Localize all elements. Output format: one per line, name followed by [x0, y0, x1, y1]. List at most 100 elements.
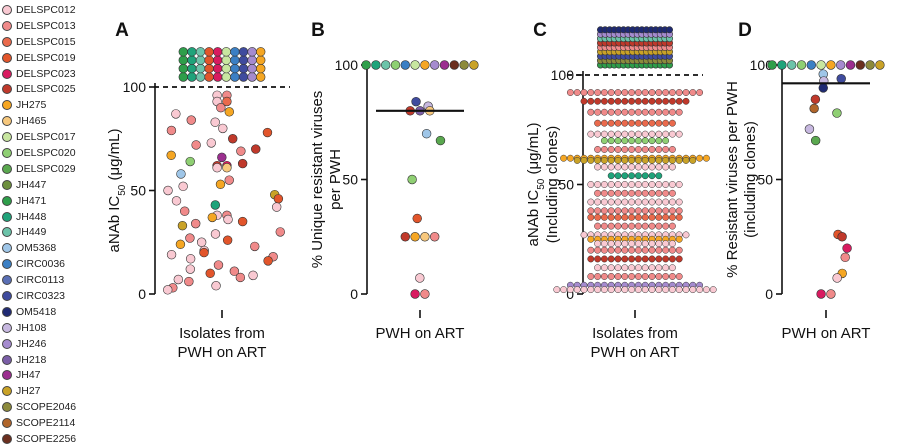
legend-item: JH218: [2, 352, 110, 368]
data-point: [238, 63, 249, 74]
legend-item: CIRC0036: [2, 256, 110, 272]
panel-letter: D: [738, 20, 752, 41]
data-point: [648, 213, 656, 221]
data-point: [594, 189, 602, 197]
legend-swatch: [2, 259, 12, 270]
data-point: [594, 207, 602, 215]
data-point: [634, 286, 642, 294]
data-point: [217, 152, 227, 163]
data-point: [621, 213, 629, 221]
legend-label: JH448: [16, 210, 47, 223]
data-point: [648, 273, 656, 280]
data-point: [634, 207, 642, 215]
data-point: [178, 47, 189, 57]
data-point: [187, 55, 197, 65]
data-point: [177, 220, 188, 231]
data-point: [648, 163, 656, 171]
data-point: [594, 89, 602, 96]
legend-label: DELSPC019: [16, 51, 76, 64]
data-point: [675, 156, 683, 164]
data-point: [600, 130, 608, 138]
legend-label: JH246: [16, 337, 47, 350]
charts-svg: A 0 50 100 Isolates from PWH on ART aNAb IC50 …: [106, 20, 885, 361]
data-point: [668, 130, 676, 138]
data-point: [163, 285, 173, 295]
data-point: [213, 55, 223, 65]
data-point: [196, 237, 207, 247]
data-point: [607, 240, 615, 248]
data-point: [675, 286, 683, 294]
data-point: [206, 138, 216, 148]
data-point: [221, 55, 232, 65]
data-point: [665, 26, 673, 34]
data-point: [381, 60, 391, 70]
data-point: [641, 108, 649, 116]
data-point: [587, 246, 595, 254]
data-point: [187, 63, 197, 74]
data-point: [662, 286, 670, 294]
data-point: [845, 60, 856, 70]
data-point: [628, 264, 636, 272]
x-axis-label: PWH on ART: [178, 344, 267, 361]
data-point: [634, 119, 642, 127]
legend-item: CIRC0113: [2, 272, 110, 288]
data-point: [641, 286, 649, 294]
data-point: [614, 264, 622, 272]
data-point: [222, 96, 232, 107]
data-point: [682, 286, 690, 294]
y-tick-label: 100: [551, 67, 575, 83]
panel-letter: B: [311, 20, 325, 41]
data-point: [777, 60, 787, 70]
data-point: [171, 196, 182, 206]
data-point: [430, 60, 440, 70]
data-point: [275, 227, 285, 237]
legend-item: JH246: [2, 336, 110, 352]
data-point: [421, 129, 432, 139]
legend-label: DELSPC012: [16, 3, 76, 16]
data-point: [621, 189, 629, 197]
legend-item: DELSPC020: [2, 145, 110, 161]
data-point: [628, 156, 636, 164]
data-point: [696, 154, 704, 162]
data-point: [224, 175, 234, 185]
data-point: [655, 181, 663, 188]
data-point: [634, 163, 642, 171]
x-axis-label: Isolates from: [179, 325, 265, 342]
data-point: [628, 89, 636, 96]
y-axis-label: aNAb IC50 (μg/mL): [525, 123, 547, 247]
data-point: [662, 222, 670, 230]
data-point: [641, 146, 649, 153]
y-tick-label: 0: [765, 286, 773, 302]
x-axis-label: PWH on ART: [376, 325, 465, 342]
figure-root: DELSPC012 DELSPC013 DELSPC015 DELSPC019 DELS…: [2, 3, 885, 445]
legend-swatch: [2, 116, 12, 127]
data-point: [204, 63, 214, 74]
legend-label: JH447: [16, 178, 47, 191]
data-point: [614, 119, 622, 127]
data-point: [587, 97, 595, 105]
y-axis-label: per PWH: [327, 149, 344, 210]
legend-swatch: [2, 20, 12, 31]
data-point: [621, 130, 629, 138]
legend-label: DELSPC015: [16, 35, 76, 48]
data-point: [668, 273, 676, 280]
legend-item: OM5368: [2, 240, 110, 256]
data-point: [621, 89, 629, 96]
data-point: [224, 107, 234, 117]
data-point: [594, 108, 602, 116]
data-point: [662, 213, 670, 221]
data-point: [594, 146, 602, 153]
data-point: [587, 108, 595, 116]
data-point: [553, 286, 561, 294]
data-point: [256, 63, 266, 74]
data-point: [655, 163, 663, 171]
data-point: [600, 89, 608, 96]
y-tick-label: 0: [350, 286, 358, 302]
data-point: [400, 60, 410, 70]
data-point: [682, 97, 690, 105]
data-point: [675, 273, 683, 280]
data-point: [573, 89, 581, 96]
legend-label: CIRC0323: [16, 289, 66, 302]
legend-label: JH471: [16, 194, 47, 207]
data-point: [675, 181, 683, 188]
